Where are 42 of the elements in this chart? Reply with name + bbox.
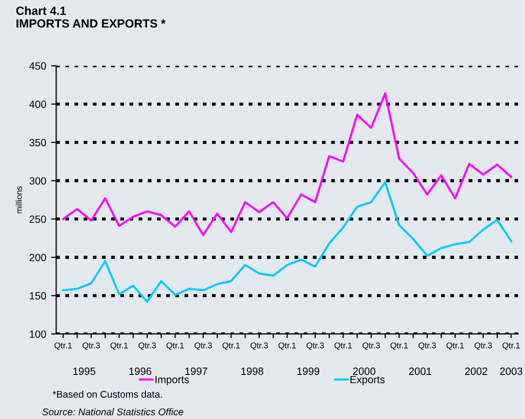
text: 1996 bbox=[129, 368, 152, 375]
x-tick-label: Qtr.3 bbox=[362, 342, 380, 350]
y-tick-label: 150 bbox=[30, 292, 46, 300]
text: 2000 bbox=[353, 368, 376, 375]
x-tick-label: Qtr.3 bbox=[418, 342, 436, 350]
x-tick-label: Qtr.1 bbox=[446, 342, 464, 350]
y-tick-label: 250 bbox=[30, 216, 46, 223]
legend-label: Exports bbox=[350, 376, 385, 386]
x-tick-label: Qtr.1 bbox=[502, 342, 520, 350]
source-note: Source: National Statistics Office bbox=[42, 408, 184, 416]
line-series bbox=[62, 181, 512, 303]
y-tick-label: 450 bbox=[29, 62, 46, 70]
x-tick-label: Qtr.1 bbox=[334, 342, 352, 350]
x-tick-label: Qtr.1 bbox=[166, 342, 184, 350]
x-tick-label: Qtr.1 bbox=[54, 342, 72, 350]
text: 2002 bbox=[465, 368, 488, 375]
legend-label: Imports bbox=[156, 376, 189, 386]
text: 1998 bbox=[241, 368, 264, 375]
text: 1995 bbox=[73, 368, 96, 375]
text: *Based on Customs data. bbox=[52, 390, 162, 398]
x-tick-label: Qtr.1 bbox=[222, 342, 240, 350]
text: 1997 bbox=[185, 368, 208, 375]
x-tick-label: Qtr.1 bbox=[110, 342, 128, 350]
chart-title: Chart 4.1 IMPORTS AND EXPORTS * bbox=[16, 6, 166, 28]
x-tick-label: Qtr.1 bbox=[278, 342, 296, 350]
y-tick-label: 200 bbox=[30, 254, 46, 262]
y-tick-label: 100 bbox=[30, 330, 46, 338]
x-tick-label: Qtr.3 bbox=[474, 342, 492, 350]
text: 1999 bbox=[297, 368, 320, 375]
x-tick-label: Qtr.3 bbox=[250, 342, 268, 350]
x-tick-label: Qtr.3 bbox=[306, 342, 324, 350]
line-series bbox=[62, 92, 512, 236]
y-axis-title: millions bbox=[16, 186, 22, 214]
y-tick-label: 300 bbox=[29, 177, 46, 185]
x-tick-label: Qtr.1 bbox=[390, 342, 408, 350]
y-tick-label: 350 bbox=[29, 138, 46, 146]
x-tick-label: Qtr.3 bbox=[82, 342, 100, 350]
text: 2003 bbox=[500, 368, 522, 375]
y-tick-label: 400 bbox=[29, 100, 46, 108]
x-tick-label: Qtr.3 bbox=[194, 342, 212, 350]
x-tick-label: Qtr.3 bbox=[138, 342, 156, 350]
text: 2001 bbox=[409, 368, 432, 375]
